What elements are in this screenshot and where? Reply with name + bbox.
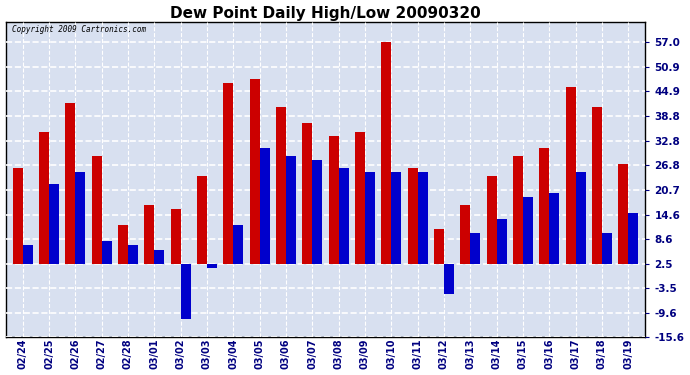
Bar bbox=[549, 193, 560, 264]
Bar bbox=[49, 184, 59, 264]
Bar bbox=[328, 136, 339, 264]
Bar bbox=[144, 205, 155, 264]
Bar bbox=[23, 246, 32, 264]
Bar bbox=[339, 168, 348, 264]
Bar bbox=[181, 264, 190, 319]
Bar bbox=[434, 229, 444, 264]
Bar bbox=[513, 156, 523, 264]
Bar bbox=[259, 148, 270, 264]
Bar bbox=[286, 156, 296, 264]
Bar bbox=[417, 172, 428, 264]
Bar bbox=[302, 123, 313, 264]
Bar bbox=[575, 172, 586, 264]
Bar bbox=[92, 156, 101, 264]
Bar bbox=[618, 164, 629, 264]
Bar bbox=[12, 168, 23, 264]
Bar bbox=[155, 249, 164, 264]
Bar bbox=[233, 225, 244, 264]
Bar bbox=[313, 160, 322, 264]
Bar bbox=[408, 168, 417, 264]
Bar bbox=[592, 107, 602, 264]
Bar bbox=[170, 209, 181, 264]
Bar bbox=[391, 172, 402, 264]
Bar bbox=[460, 205, 471, 264]
Bar bbox=[250, 79, 259, 264]
Bar bbox=[471, 233, 480, 264]
Bar bbox=[382, 42, 391, 264]
Title: Dew Point Daily High/Low 20090320: Dew Point Daily High/Low 20090320 bbox=[170, 6, 481, 21]
Bar bbox=[629, 213, 638, 264]
Bar bbox=[118, 225, 128, 264]
Bar bbox=[39, 132, 49, 264]
Bar bbox=[128, 246, 138, 264]
Bar bbox=[276, 107, 286, 264]
Bar bbox=[602, 233, 612, 264]
Bar bbox=[101, 242, 112, 264]
Bar bbox=[523, 196, 533, 264]
Bar bbox=[444, 264, 454, 294]
Bar bbox=[566, 87, 575, 264]
Bar bbox=[207, 264, 217, 268]
Bar bbox=[75, 172, 86, 264]
Bar bbox=[355, 132, 365, 264]
Bar bbox=[197, 176, 207, 264]
Bar bbox=[497, 219, 506, 264]
Text: Copyright 2009 Cartronics.com: Copyright 2009 Cartronics.com bbox=[12, 25, 146, 34]
Bar bbox=[540, 148, 549, 264]
Bar bbox=[224, 83, 233, 264]
Bar bbox=[486, 176, 497, 264]
Bar bbox=[66, 103, 75, 264]
Bar bbox=[365, 172, 375, 264]
